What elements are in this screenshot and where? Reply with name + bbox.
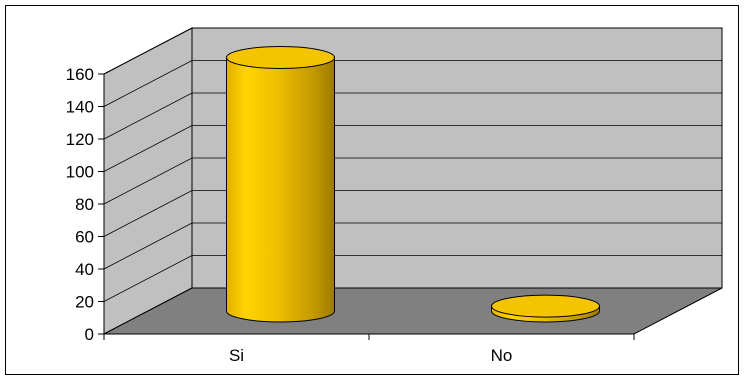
bar-top (491, 294, 600, 318)
y-tick-label: 60 (75, 228, 94, 247)
bar-no (491, 294, 600, 323)
gridline (103, 60, 722, 107)
gridline (103, 157, 722, 205)
gridline (103, 222, 722, 270)
gridline (103, 27, 722, 75)
gridline (103, 125, 722, 172)
gridlines (103, 27, 722, 302)
x-tick-label: Si (229, 346, 244, 365)
bar-top (226, 46, 335, 69)
y-tick-label: 0 (85, 325, 94, 344)
gridline (103, 190, 722, 237)
chart-walls (103, 27, 723, 335)
bar-body (226, 57, 335, 323)
gridline (103, 92, 722, 140)
y-tick-label: 120 (66, 130, 94, 149)
y-tick-label: 100 (66, 163, 94, 182)
x-tick-label: No (491, 346, 513, 365)
floor (103, 287, 723, 335)
axes (98, 73, 635, 340)
y-tick-label: 40 (75, 260, 94, 279)
y-tick-label: 140 (66, 98, 94, 117)
bars (226, 46, 600, 323)
y-tick-label: 160 (66, 65, 94, 84)
gridline (103, 255, 722, 302)
bar-si (226, 46, 335, 323)
y-tick-label: 20 (75, 293, 94, 312)
y-tick-label: 80 (75, 195, 94, 214)
tick-labels: 0 20 40 60 80 100 120 140 160 Si No (66, 65, 513, 365)
